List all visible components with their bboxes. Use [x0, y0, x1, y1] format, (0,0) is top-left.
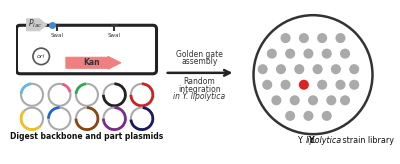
Circle shape: [285, 49, 295, 59]
Circle shape: [308, 95, 318, 105]
Circle shape: [322, 111, 332, 121]
Circle shape: [303, 111, 314, 121]
Circle shape: [340, 95, 350, 105]
Text: Random: Random: [184, 78, 215, 86]
Circle shape: [299, 33, 309, 43]
Circle shape: [349, 80, 359, 90]
Circle shape: [336, 80, 346, 90]
Circle shape: [312, 64, 323, 74]
Circle shape: [262, 80, 272, 90]
Text: SwaI: SwaI: [50, 33, 63, 38]
Text: assembly: assembly: [181, 57, 218, 66]
Circle shape: [299, 80, 309, 90]
Circle shape: [303, 49, 314, 59]
Text: strain library: strain library: [340, 136, 394, 145]
Text: SwaI: SwaI: [108, 33, 121, 38]
Circle shape: [349, 64, 359, 74]
Circle shape: [317, 33, 327, 43]
Text: in Y. lipolytica: in Y. lipolytica: [174, 92, 226, 101]
Text: Kan: Kan: [83, 58, 100, 67]
Text: lipolytica: lipolytica: [306, 136, 342, 145]
FancyArrow shape: [26, 19, 47, 31]
Circle shape: [326, 95, 336, 105]
Circle shape: [267, 49, 277, 59]
Text: $P_{lac}$: $P_{lac}$: [28, 18, 43, 30]
Text: Digest backbone and part plasmids: Digest backbone and part plasmids: [10, 132, 164, 141]
Circle shape: [276, 64, 286, 74]
Text: integration: integration: [178, 85, 221, 94]
Text: ori: ori: [37, 54, 45, 59]
Circle shape: [290, 95, 300, 105]
Circle shape: [271, 95, 282, 105]
Circle shape: [317, 80, 327, 90]
Circle shape: [331, 64, 341, 74]
FancyArrow shape: [66, 56, 121, 69]
Circle shape: [336, 33, 346, 43]
Circle shape: [254, 15, 372, 134]
Text: Y.: Y.: [308, 136, 318, 145]
Circle shape: [340, 49, 350, 59]
Circle shape: [280, 80, 290, 90]
Text: Golden gate: Golden gate: [176, 50, 223, 59]
Circle shape: [294, 64, 304, 74]
Circle shape: [258, 64, 268, 74]
Text: Y.: Y.: [298, 136, 306, 145]
Circle shape: [280, 33, 290, 43]
Circle shape: [322, 49, 332, 59]
Circle shape: [285, 111, 295, 121]
Circle shape: [33, 48, 50, 65]
